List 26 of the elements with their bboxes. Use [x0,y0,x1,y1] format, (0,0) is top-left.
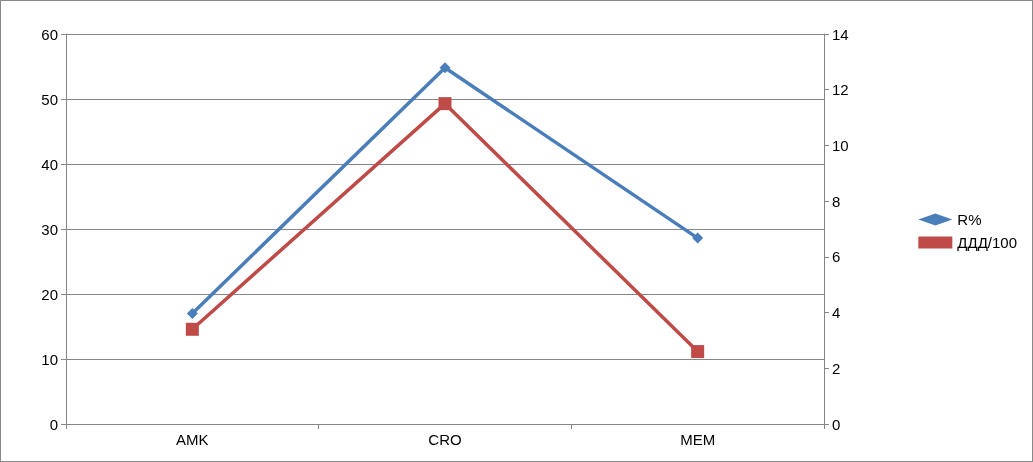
y-tick-label: 60 [41,25,58,43]
y2-tick-label: 6 [832,248,841,266]
legend-label: ДДД/100 [957,234,1017,251]
y2-tick-label: 10 [832,136,849,154]
y2-tick-label: 0 [832,415,841,433]
y2-tick-label: 8 [832,192,841,210]
y2-tick-label: 14 [832,25,849,43]
y-tick-label: 30 [41,220,58,238]
point [691,345,705,359]
y-tick-label: 40 [41,155,58,173]
y2-tick-label: 12 [832,81,849,99]
point [438,97,452,111]
x-tick-label: MEM [680,431,716,448]
y-tick-label: 50 [41,90,58,108]
y-tick-label: 10 [41,350,58,368]
y-tick-label: 0 [49,415,58,433]
y2-tick-label: 4 [832,304,841,322]
legend-label: R% [957,211,982,228]
point [439,62,451,74]
x-tick-label: AMK [176,431,209,448]
point [186,308,198,319]
x-tick-label: CRO [428,431,462,448]
y2-tick-label: 2 [832,359,841,377]
point [692,232,704,244]
y-tick-label: 20 [41,285,58,303]
point [185,322,199,336]
